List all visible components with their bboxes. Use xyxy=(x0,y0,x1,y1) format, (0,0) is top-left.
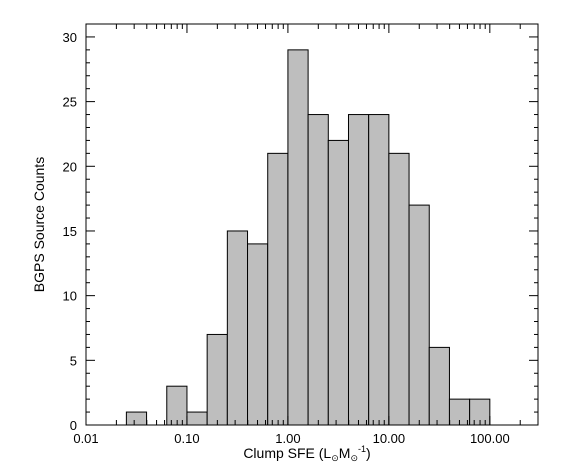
y-tick-label: 5 xyxy=(70,353,77,368)
histogram-bar xyxy=(206,333,228,426)
y-tick-label: 10 xyxy=(63,289,77,304)
y-tick-label: 20 xyxy=(63,159,77,174)
histogram-bar xyxy=(267,152,289,426)
y-tick-label: 15 xyxy=(63,224,77,239)
y-tick-label: 30 xyxy=(63,30,77,45)
histogram-bar xyxy=(186,411,208,426)
histogram-bar xyxy=(408,204,430,426)
axis-ticks xyxy=(85,23,539,426)
y-tick-label: 25 xyxy=(63,95,77,110)
histogram-bar xyxy=(226,230,249,426)
histogram-bar xyxy=(287,49,309,426)
histogram-bar xyxy=(247,243,269,426)
histogram-bar xyxy=(166,385,188,426)
x-tick-label: 0.10 xyxy=(174,431,199,446)
x-tick-label: 10.00 xyxy=(373,431,406,446)
y-tick-labels: 0 5 10 15 20 25 30 xyxy=(63,30,77,433)
histogram-bar xyxy=(327,139,349,426)
histogram-bars xyxy=(125,49,491,426)
x-tick-labels: 0.01 0.10 1.00 10.00 100.00 xyxy=(73,431,509,446)
x-axis-title: Clump SFE (L⊙M⊙-1) xyxy=(243,444,370,463)
plot-frame xyxy=(85,23,539,426)
x-tick-label: 100.00 xyxy=(470,431,510,446)
histogram-bar xyxy=(428,346,450,426)
y-tick-label: 0 xyxy=(70,418,77,433)
histogram-bar xyxy=(388,152,410,426)
histogram-bar xyxy=(307,114,329,426)
x-tick-label: 1.00 xyxy=(275,431,300,446)
histogram-bar xyxy=(347,114,370,426)
x-tick-label: 0.01 xyxy=(73,431,98,446)
y-axis-title: BGPS Source Counts xyxy=(31,157,47,292)
histogram-bar xyxy=(125,411,148,426)
histogram-bar xyxy=(368,114,390,426)
